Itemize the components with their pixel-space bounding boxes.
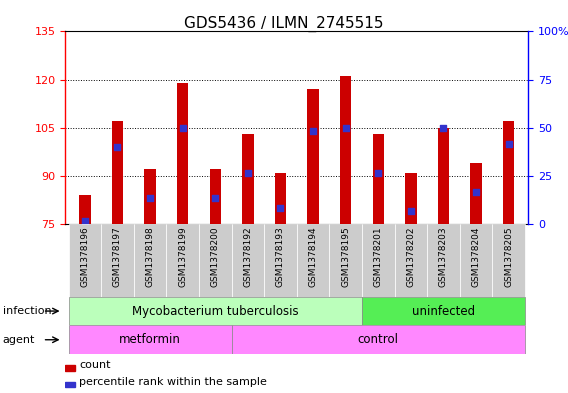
Bar: [362, 297, 525, 325]
Text: GSM1378192: GSM1378192: [243, 226, 252, 287]
Point: [308, 128, 318, 134]
Text: GSM1378195: GSM1378195: [341, 226, 350, 287]
Text: GSM1378204: GSM1378204: [471, 226, 481, 286]
Point: [504, 141, 513, 147]
Bar: [503, 121, 515, 224]
Bar: [144, 169, 156, 224]
Text: control: control: [358, 333, 399, 346]
Text: GSM1378194: GSM1378194: [308, 226, 318, 287]
Bar: [134, 224, 166, 297]
Point: [341, 125, 350, 131]
Bar: [460, 224, 492, 297]
Bar: [210, 169, 221, 224]
Bar: [112, 121, 123, 224]
Bar: [438, 128, 449, 224]
Bar: [275, 173, 286, 224]
Bar: [340, 76, 352, 224]
Bar: [362, 224, 395, 297]
Text: GSM1378199: GSM1378199: [178, 226, 187, 287]
Text: GSM1378201: GSM1378201: [374, 226, 383, 287]
Bar: [232, 325, 525, 354]
Point: [471, 189, 481, 195]
Bar: [65, 382, 74, 387]
Point: [406, 208, 415, 214]
Bar: [69, 224, 101, 297]
Bar: [65, 365, 74, 371]
Point: [276, 205, 285, 211]
Bar: [307, 89, 319, 224]
Bar: [242, 134, 253, 224]
Bar: [232, 224, 264, 297]
Text: GSM1378202: GSM1378202: [406, 226, 415, 286]
Point: [243, 169, 252, 176]
Text: uninfected: uninfected: [412, 305, 475, 318]
Bar: [373, 134, 384, 224]
Bar: [427, 224, 460, 297]
Point: [145, 195, 154, 202]
Text: GSM1378203: GSM1378203: [439, 226, 448, 287]
Text: GSM1378196: GSM1378196: [81, 226, 89, 287]
Text: GSM1378200: GSM1378200: [211, 226, 220, 287]
Bar: [166, 224, 199, 297]
Text: Mycobacterium tuberculosis: Mycobacterium tuberculosis: [132, 305, 299, 318]
Point: [80, 218, 89, 224]
Bar: [395, 224, 427, 297]
Bar: [79, 195, 90, 224]
Text: GSM1378198: GSM1378198: [145, 226, 154, 287]
Bar: [177, 83, 189, 224]
Text: agent: agent: [3, 335, 35, 345]
Bar: [69, 325, 232, 354]
Text: GSM1378197: GSM1378197: [113, 226, 122, 287]
Text: GDS5436 / ILMN_2745515: GDS5436 / ILMN_2745515: [184, 16, 384, 32]
Bar: [492, 224, 525, 297]
Text: count: count: [79, 360, 111, 370]
Point: [178, 125, 187, 131]
Bar: [101, 224, 134, 297]
Bar: [69, 297, 362, 325]
Bar: [329, 224, 362, 297]
Point: [113, 144, 122, 150]
Bar: [264, 224, 297, 297]
Bar: [199, 224, 232, 297]
Point: [374, 169, 383, 176]
Text: metformin: metformin: [119, 333, 181, 346]
Point: [439, 125, 448, 131]
Point: [211, 195, 220, 202]
Bar: [405, 173, 416, 224]
Text: GSM1378193: GSM1378193: [276, 226, 285, 287]
Text: percentile rank within the sample: percentile rank within the sample: [79, 377, 267, 387]
Text: infection: infection: [3, 306, 52, 316]
Bar: [297, 224, 329, 297]
Bar: [470, 163, 482, 224]
Text: GSM1378205: GSM1378205: [504, 226, 513, 287]
